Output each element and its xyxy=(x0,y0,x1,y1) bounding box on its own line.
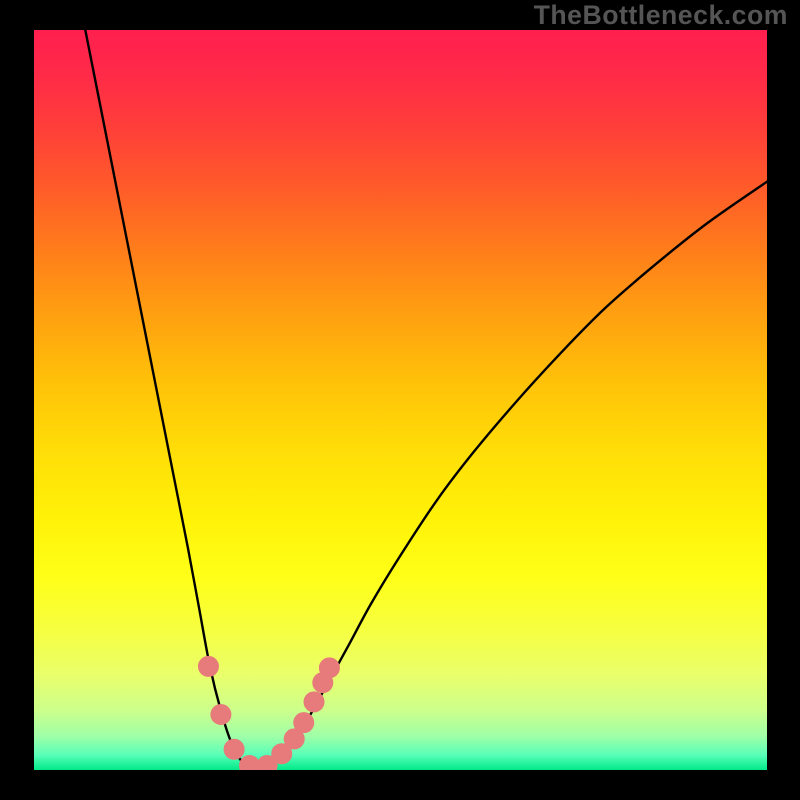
bottleneck-chart-svg xyxy=(34,30,767,770)
highlight-marker xyxy=(211,705,231,725)
gradient-background xyxy=(34,30,767,770)
plot-area xyxy=(34,30,767,770)
highlight-marker xyxy=(319,658,339,678)
chart-stage: TheBottleneck.com xyxy=(0,0,800,800)
highlight-marker xyxy=(294,713,314,733)
highlight-marker xyxy=(304,692,324,712)
watermark-text: TheBottleneck.com xyxy=(534,0,788,31)
highlight-marker xyxy=(224,739,244,759)
highlight-marker xyxy=(198,656,218,676)
